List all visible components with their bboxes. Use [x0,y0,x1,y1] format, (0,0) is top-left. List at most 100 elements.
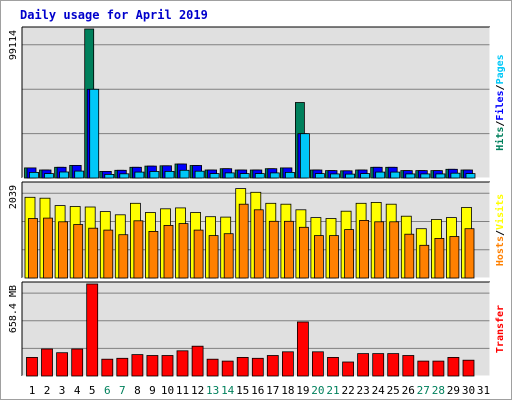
x-tick-label: 14 [221,384,235,397]
visits-legend: Hosts/Visits [494,194,506,266]
pages-bar [149,171,160,179]
pages-bar [44,173,54,179]
pages-bar [390,171,401,179]
x-tick-label: 23 [356,384,369,397]
hosts-bar [193,229,204,279]
transfer-bar [342,361,355,377]
x-tick-label: 11 [176,384,189,397]
transfer-bar [311,351,324,377]
hosts-bar [163,224,174,279]
x-tick-label: 7 [119,384,126,397]
hosts-bar [178,223,189,279]
pages-bar [420,173,431,179]
transfer-bar [281,351,294,377]
pages-bar [239,173,250,179]
pages-bar [375,171,386,179]
transfer-bar [327,356,339,377]
pages-bar [284,171,295,179]
x-tick-label: 4 [74,384,81,397]
hosts-bar [223,233,234,279]
hosts-bar [253,209,264,279]
pages-bar [179,169,190,179]
x-tick-label: 3 [59,384,66,397]
x-tick-label: 21 [326,384,339,397]
pages-bar [314,173,325,179]
hosts-bar [434,237,445,279]
transfer-bar [71,348,84,377]
hosts-bar [298,226,309,279]
hosts-bar [208,235,219,279]
hits-legend-separator: / [495,84,506,90]
hits-legend-separator: / [495,121,506,127]
x-tick-label: 10 [161,384,174,397]
transfer-bar [191,345,204,377]
x-tick-label: 8 [134,384,141,397]
pages-bar [29,171,39,179]
pages-bar [74,170,85,179]
hits-panel-background [22,27,490,178]
x-tick-label: 13 [206,384,219,397]
transfer-bar [41,348,53,377]
transfer-bar [86,283,99,377]
hosts-bar [118,234,129,279]
transfer-legend: Transfer [495,305,506,353]
pages-bar [104,173,115,179]
x-tick-label: 5 [89,384,96,397]
pages-bar [450,172,461,179]
transfer-bar [372,353,385,377]
transfer-bar [236,356,249,377]
x-tick-label: 12 [191,384,204,397]
transfer-bar [176,350,189,377]
pages-bar [164,170,175,179]
x-tick-label: 18 [281,384,294,397]
transfer-bar [26,356,38,377]
x-tick-label: 29 [447,384,460,397]
pages-bar [89,88,100,179]
hosts-bar [449,236,460,279]
transfer-bar [462,359,475,377]
chart-title: Daily usage for April 2019 [20,8,208,22]
x-tick-label: 9 [149,384,156,397]
hosts-bar [464,228,475,279]
x-tick-label: 16 [251,384,264,397]
x-tick-label: 6 [104,384,111,397]
transfer-bar [432,360,445,377]
x-tick-label: 2 [44,384,51,397]
transfer-bar [251,357,264,377]
transfer-bar [131,354,144,377]
transfer-bar [266,355,279,377]
hosts-bar [329,235,339,279]
x-tick-label: 25 [387,384,400,397]
pages-bar [465,173,476,179]
transfer-bar [206,358,219,377]
pages-bar [269,172,280,179]
pages-bar [209,173,220,179]
hosts-bar [389,221,400,279]
transfer-bar [402,355,415,377]
x-tick-label: 28 [432,384,445,397]
pages-bar [119,173,130,179]
transfer-bar [56,352,68,377]
pages-bar [224,172,235,179]
pages-bar [134,171,145,179]
x-tick-label: 30 [462,384,475,397]
x-tick-label: 22 [341,384,354,397]
visits-legend-hosts: Hosts [495,236,506,266]
pages-bar [59,171,69,179]
transfer-bar [221,360,234,377]
hosts-bar [344,229,355,279]
pages-bar [194,170,205,179]
hits-legend: Hits/Files/Pages [494,54,506,150]
visits-legend-separator: / [495,230,506,236]
x-tick-label: 24 [372,384,386,397]
transfer-bar [387,353,400,377]
transfer-legend-transfer: Transfer [495,305,506,353]
hosts-bar [103,229,114,279]
hits-legend-pages: Pages [495,54,506,84]
x-tick-label: 31 [477,384,490,397]
transfer-scale-label: 658.4 MB [8,285,19,333]
x-tick-label: 27 [417,384,430,397]
hosts-bar [283,220,294,279]
x-tick-label: 20 [311,384,324,397]
